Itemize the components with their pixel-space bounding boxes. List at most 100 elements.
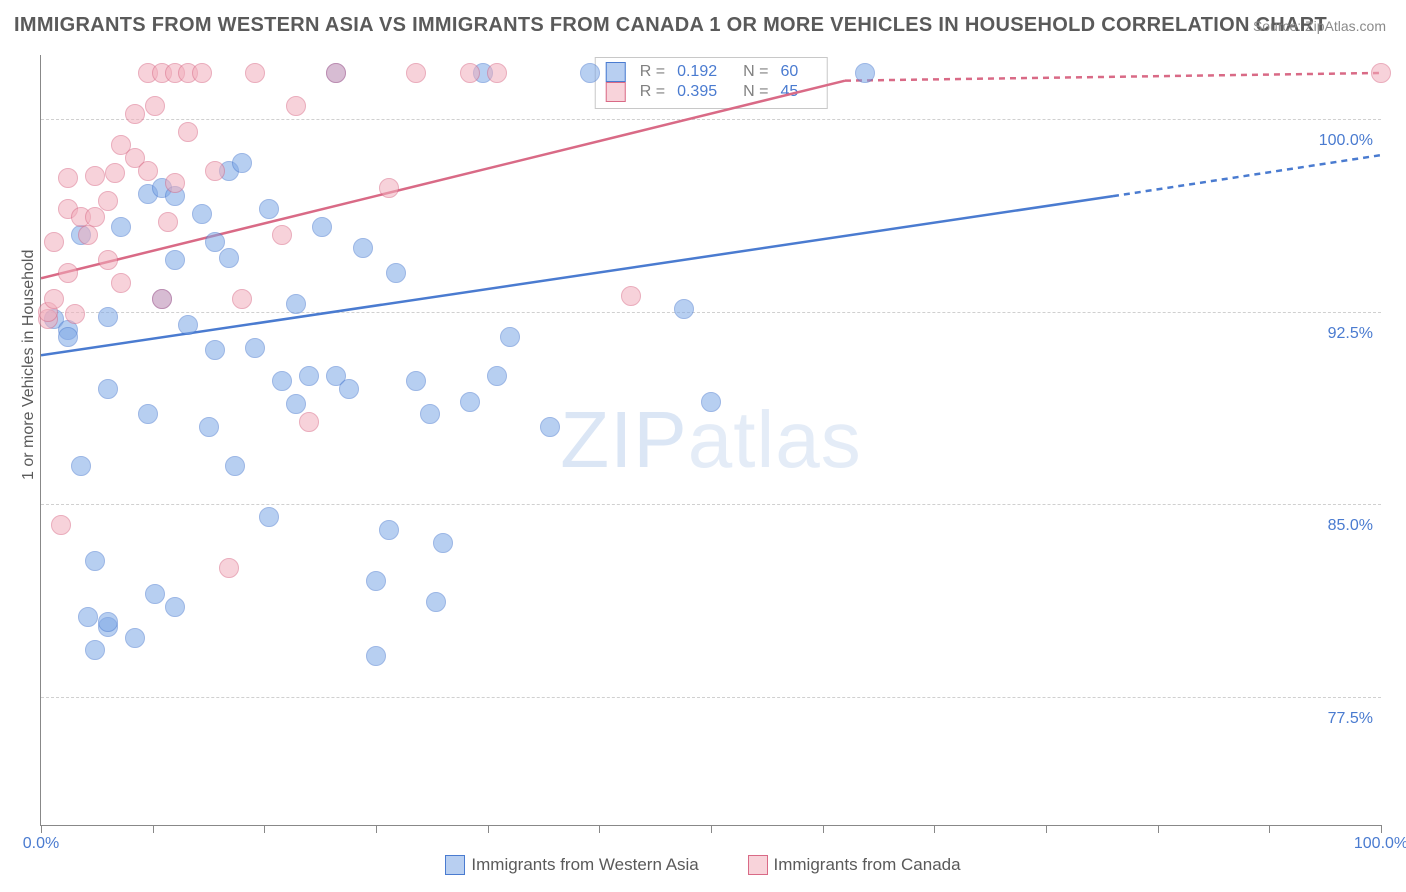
point-western-asia	[219, 248, 239, 268]
point-western-asia	[225, 456, 245, 476]
x-tick	[1046, 825, 1047, 833]
point-canada	[379, 178, 399, 198]
point-canada	[245, 63, 265, 83]
legend-swatch-blue-icon	[445, 855, 465, 875]
legend-bottom: Immigrants from Western Asia Immigrants …	[0, 855, 1406, 880]
point-western-asia	[855, 63, 875, 83]
point-western-asia	[426, 592, 446, 612]
point-western-asia	[98, 307, 118, 327]
point-canada	[65, 304, 85, 324]
point-western-asia	[366, 571, 386, 591]
x-tick	[1158, 825, 1159, 833]
point-western-asia	[487, 366, 507, 386]
point-canada	[44, 232, 64, 252]
point-canada	[158, 212, 178, 232]
point-western-asia	[339, 379, 359, 399]
point-canada	[232, 289, 252, 309]
point-western-asia	[406, 371, 426, 391]
point-canada	[145, 96, 165, 116]
point-canada	[58, 263, 78, 283]
legend-label-blue: Immigrants from Western Asia	[471, 855, 698, 875]
point-canada	[98, 191, 118, 211]
x-tick	[41, 825, 42, 833]
x-tick	[488, 825, 489, 833]
point-western-asia	[58, 327, 78, 347]
point-western-asia	[500, 327, 520, 347]
point-western-asia	[674, 299, 694, 319]
point-canada	[105, 163, 125, 183]
point-western-asia	[205, 340, 225, 360]
point-canada	[272, 225, 292, 245]
point-western-asia	[98, 379, 118, 399]
point-canada	[58, 168, 78, 188]
chart-title: IMMIGRANTS FROM WESTERN ASIA VS IMMIGRAN…	[14, 14, 1327, 37]
point-canada	[78, 225, 98, 245]
point-western-asia	[199, 417, 219, 437]
y-axis-label: 1 or more Vehicles in Household	[20, 250, 38, 480]
point-canada	[51, 515, 71, 535]
point-western-asia	[420, 404, 440, 424]
legend-label-pink: Immigrants from Canada	[774, 855, 961, 875]
point-canada	[111, 273, 131, 293]
x-tick	[711, 825, 712, 833]
x-tick	[823, 825, 824, 833]
point-western-asia	[259, 507, 279, 527]
point-western-asia	[312, 217, 332, 237]
point-western-asia	[286, 294, 306, 314]
x-tick	[1269, 825, 1270, 833]
point-western-asia	[460, 392, 480, 412]
point-western-asia	[125, 628, 145, 648]
point-canada	[205, 161, 225, 181]
point-western-asia	[353, 238, 373, 258]
x-tick	[264, 825, 265, 833]
point-western-asia	[272, 371, 292, 391]
x-tick	[376, 825, 377, 833]
point-canada	[178, 122, 198, 142]
point-western-asia	[111, 217, 131, 237]
legend-swatch-pink-icon	[748, 855, 768, 875]
x-tick	[1381, 825, 1382, 833]
legend-item-pink: Immigrants from Canada	[748, 855, 961, 875]
x-tick-label: 100.0%	[1354, 835, 1406, 853]
point-canada	[44, 289, 64, 309]
point-western-asia	[286, 394, 306, 414]
point-canada	[460, 63, 480, 83]
point-canada	[98, 250, 118, 270]
point-western-asia	[540, 417, 560, 437]
point-western-asia	[145, 584, 165, 604]
point-western-asia	[232, 153, 252, 173]
point-western-asia	[379, 520, 399, 540]
chart-container: IMMIGRANTS FROM WESTERN ASIA VS IMMIGRAN…	[0, 0, 1406, 892]
point-canada	[85, 166, 105, 186]
point-western-asia	[433, 533, 453, 553]
point-canada	[165, 173, 185, 193]
x-tick	[934, 825, 935, 833]
point-western-asia	[165, 250, 185, 270]
point-western-asia	[245, 338, 265, 358]
x-tick	[599, 825, 600, 833]
point-western-asia	[366, 646, 386, 666]
point-canada	[219, 558, 239, 578]
point-western-asia	[85, 551, 105, 571]
legend-item-blue: Immigrants from Western Asia	[445, 855, 698, 875]
point-canada	[192, 63, 212, 83]
point-western-asia	[299, 366, 319, 386]
point-western-asia	[71, 456, 91, 476]
point-western-asia	[701, 392, 721, 412]
point-western-asia	[192, 204, 212, 224]
point-western-asia	[85, 640, 105, 660]
point-canada	[152, 289, 172, 309]
point-canada	[286, 96, 306, 116]
x-tick	[153, 825, 154, 833]
point-canada	[299, 412, 319, 432]
point-western-asia	[138, 404, 158, 424]
point-canada	[138, 161, 158, 181]
point-canada	[326, 63, 346, 83]
point-western-asia	[386, 263, 406, 283]
point-western-asia	[259, 199, 279, 219]
point-western-asia	[165, 597, 185, 617]
source-attribution: Source: ZipAtlas.com	[1253, 18, 1386, 34]
point-western-asia	[78, 607, 98, 627]
point-canada	[406, 63, 426, 83]
point-western-asia	[178, 315, 198, 335]
